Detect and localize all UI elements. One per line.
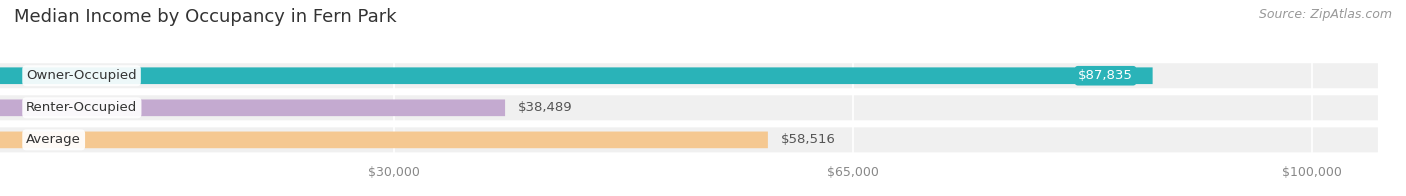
Text: $58,516: $58,516 — [780, 133, 837, 146]
FancyBboxPatch shape — [0, 95, 1378, 120]
Text: Source: ZipAtlas.com: Source: ZipAtlas.com — [1258, 8, 1392, 21]
FancyBboxPatch shape — [0, 99, 505, 116]
Text: $38,489: $38,489 — [519, 101, 572, 114]
Text: Average: Average — [27, 133, 82, 146]
Text: Renter-Occupied: Renter-Occupied — [27, 101, 138, 114]
FancyBboxPatch shape — [0, 127, 1378, 152]
FancyBboxPatch shape — [0, 67, 1153, 84]
Text: $87,835: $87,835 — [1078, 69, 1133, 82]
Text: Median Income by Occupancy in Fern Park: Median Income by Occupancy in Fern Park — [14, 8, 396, 26]
Text: Owner-Occupied: Owner-Occupied — [27, 69, 136, 82]
FancyBboxPatch shape — [0, 132, 768, 148]
FancyBboxPatch shape — [0, 63, 1378, 88]
